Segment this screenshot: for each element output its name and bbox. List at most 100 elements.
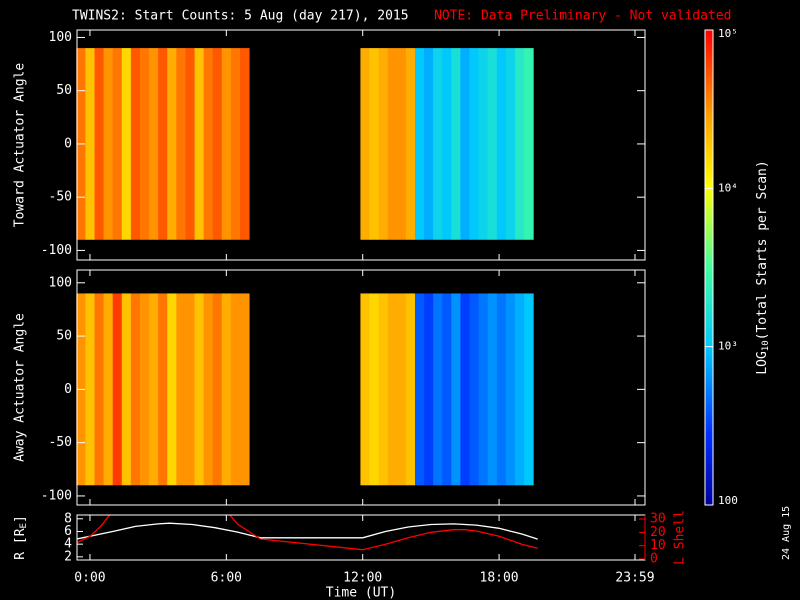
heat-column [103, 293, 114, 486]
heat-column [387, 293, 398, 486]
heat-column [487, 48, 498, 240]
heat-column [460, 293, 471, 486]
plot-frame [76, 269, 646, 506]
y-axis-label-part: ] [13, 515, 28, 523]
heat-column [487, 293, 498, 486]
note: NOTE: Data Preliminary - Not validated [434, 9, 731, 24]
heat-column [158, 293, 168, 486]
heat-column [103, 48, 114, 240]
x-tick-label: 23:59 [615, 571, 654, 586]
y2-tick-label: 0 [650, 552, 658, 567]
colorbar-tick-label: 10³ [718, 340, 738, 353]
heat-column [212, 293, 223, 486]
y-axis-label: Toward Actuator Angle [13, 63, 28, 228]
heat-column [121, 48, 132, 240]
heat-column [158, 48, 168, 240]
heat-column [469, 293, 480, 486]
heat-column [396, 48, 407, 240]
y-tick-label: 8 [64, 511, 72, 526]
heat-column [478, 48, 489, 240]
heat-column [239, 48, 250, 240]
heat-column [469, 48, 480, 240]
y-tick-label: 50 [56, 83, 72, 98]
heat-column [203, 293, 214, 486]
heat-column [405, 48, 416, 240]
plot-frame [76, 29, 646, 261]
heat-column [424, 48, 434, 240]
x-tick-label: 12:00 [343, 571, 382, 586]
colorbar [704, 29, 714, 506]
heat-column [149, 293, 159, 486]
heat-column [230, 293, 241, 486]
colorbar-tick-label: 100 [718, 494, 738, 507]
heat-column [414, 293, 425, 486]
heat-column [360, 48, 371, 240]
y-tick-label: 4 [64, 537, 72, 552]
heat-column [451, 48, 461, 240]
y2-tick-label: 30 [650, 512, 666, 527]
heat-column [524, 293, 534, 486]
heat-column [514, 48, 525, 240]
y-tick-label: 100 [49, 275, 72, 290]
heat-column [121, 293, 132, 486]
heat-column [185, 48, 196, 240]
heat-column [167, 293, 177, 486]
series-line [77, 522, 538, 540]
heat-column [94, 48, 105, 240]
colorbar-label: LOG10(Total Starts per Scan) [755, 160, 771, 374]
heat-column [130, 293, 141, 486]
y-tick-label: 6 [64, 524, 72, 539]
y2-tick-label: 20 [650, 525, 666, 540]
colorbar-tick-label: 10⁴ [718, 181, 738, 194]
x-axis-label: Time (UT) [326, 586, 396, 600]
y-tick-label: -50 [49, 190, 72, 205]
heat-column [442, 48, 452, 240]
heat-column [478, 293, 489, 486]
colorbar-label-sub: 10 [761, 340, 771, 351]
heat-column [433, 48, 443, 240]
heat-column [451, 293, 461, 486]
y-axis-label-part: R [R [13, 528, 28, 559]
heat-column [221, 293, 232, 486]
heat-column [185, 293, 196, 486]
heat-column [378, 48, 389, 240]
heat-column [139, 48, 150, 240]
heat-column [230, 48, 241, 240]
heat-column [239, 293, 250, 486]
y-tick-label: 100 [49, 30, 72, 45]
y-tick-label: -100 [41, 488, 72, 503]
heat-column [112, 48, 123, 240]
series-line [77, 515, 538, 551]
x-tick-label: 6:00 [211, 571, 242, 586]
heat-column [460, 48, 471, 240]
heat-column [496, 293, 507, 486]
heat-column [496, 48, 507, 240]
x-tick-label: 0:00 [74, 571, 105, 586]
heat-column [505, 293, 516, 486]
heat-column [387, 48, 398, 240]
heat-column [378, 293, 389, 486]
heat-column [360, 293, 371, 486]
y-axis-label: R [RE] [13, 515, 29, 560]
y-tick-label: 50 [56, 329, 72, 344]
heat-column [524, 48, 534, 240]
heat-column [94, 293, 105, 486]
y2-axis-label: L Shell [673, 510, 688, 565]
y-axis-label: Away Actuator Angle [13, 313, 28, 462]
y-tick-label: -100 [41, 243, 72, 258]
heat-column [176, 48, 186, 240]
heat-column [405, 293, 416, 486]
colorbar-label-part: (Total Starts per Scan) [755, 160, 770, 340]
heat-column [442, 293, 452, 486]
heat-column [414, 48, 425, 240]
heat-column [194, 293, 205, 486]
heat-column [167, 48, 177, 240]
y2-tick-label: 10 [650, 538, 666, 553]
heat-column [396, 293, 407, 486]
heat-column [139, 293, 150, 486]
date-stamp: 24 Aug 15 [781, 506, 792, 560]
heat-column [424, 293, 434, 486]
y-tick-label: 2 [64, 549, 72, 564]
